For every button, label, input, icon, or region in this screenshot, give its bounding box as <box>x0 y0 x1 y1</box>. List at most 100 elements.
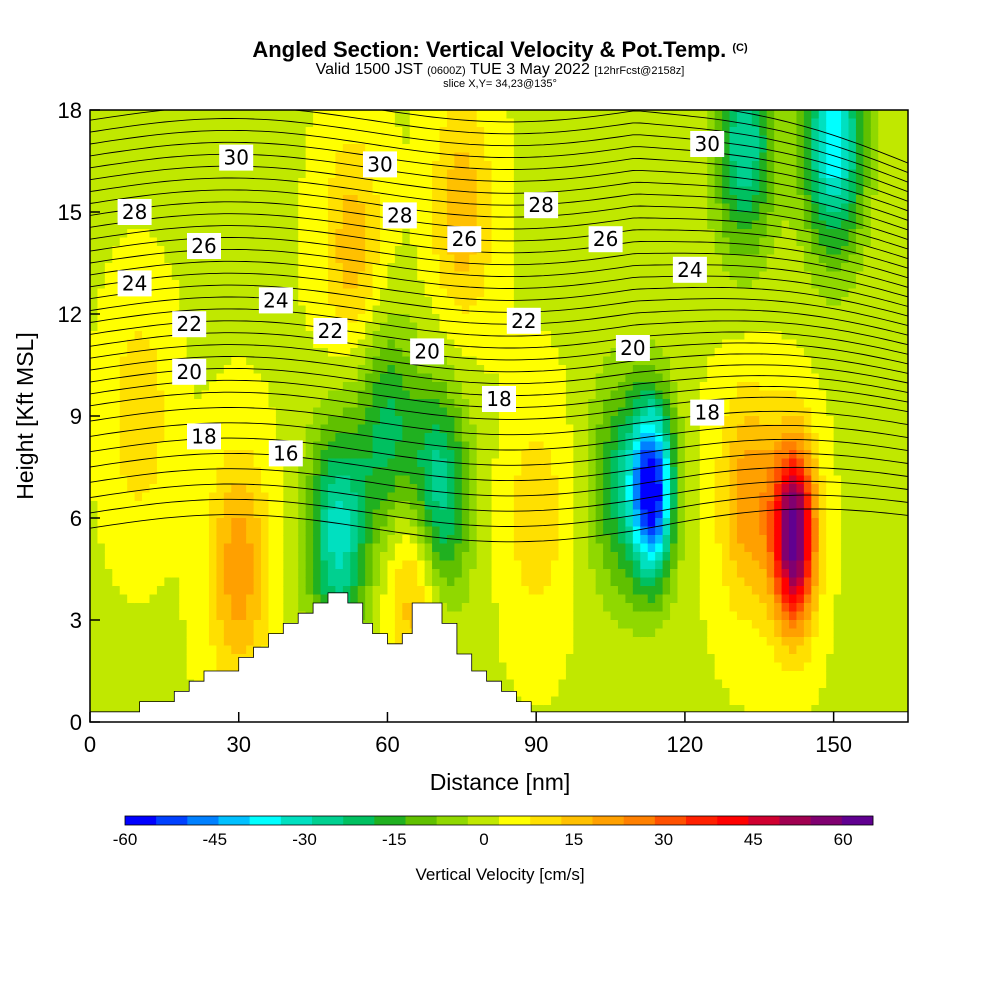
velocity-cell <box>565 535 574 545</box>
velocity-cell <box>573 271 582 281</box>
velocity-cell <box>253 373 262 383</box>
velocity-cell <box>551 696 560 706</box>
velocity-cell <box>253 594 262 604</box>
velocity-cell <box>551 390 560 400</box>
velocity-cell <box>112 475 121 485</box>
velocity-cell <box>558 263 567 273</box>
velocity-cell <box>558 492 567 502</box>
velocity-cell <box>320 390 329 400</box>
velocity-cell <box>171 195 180 205</box>
velocity-cell <box>469 654 478 664</box>
velocity-cell <box>104 280 113 290</box>
velocity-cell <box>127 161 136 171</box>
velocity-cell <box>246 492 255 502</box>
velocity-cell <box>603 127 612 137</box>
velocity-cell <box>417 152 426 162</box>
velocity-cell <box>499 178 508 188</box>
velocity-cell <box>119 416 128 426</box>
velocity-cell <box>513 254 522 264</box>
velocity-cell <box>580 509 589 519</box>
velocity-cell <box>156 501 165 511</box>
velocity-cell <box>216 271 225 281</box>
velocity-cell <box>424 586 433 596</box>
velocity-cell <box>588 127 597 137</box>
velocity-cell <box>528 679 537 689</box>
velocity-cell <box>417 373 426 383</box>
velocity-cell <box>171 441 180 451</box>
velocity-cell <box>216 645 225 655</box>
velocity-cell <box>342 212 351 222</box>
velocity-cell <box>97 399 106 409</box>
velocity-cell <box>499 339 508 349</box>
velocity-cell <box>454 416 463 426</box>
velocity-cell <box>506 552 515 562</box>
velocity-cell <box>521 186 530 196</box>
velocity-cell <box>543 169 552 179</box>
velocity-cell <box>275 509 284 519</box>
velocity-cell <box>528 671 537 681</box>
velocity-cell <box>327 399 336 409</box>
velocity-cell <box>268 560 277 570</box>
velocity-cell <box>261 271 270 281</box>
velocity-cell <box>491 127 500 137</box>
velocity-cell <box>320 152 329 162</box>
velocity-cell <box>119 118 128 128</box>
velocity-cell <box>231 186 240 196</box>
velocity-cell <box>491 169 500 179</box>
velocity-cell <box>335 501 344 511</box>
velocity-cell <box>119 450 128 460</box>
velocity-cell <box>595 475 604 485</box>
velocity-cell <box>521 373 530 383</box>
velocity-cell <box>223 288 232 298</box>
velocity-cell <box>580 280 589 290</box>
velocity-cell <box>387 475 396 485</box>
velocity-cell <box>268 611 277 621</box>
velocity-cell <box>327 560 336 570</box>
velocity-cell <box>469 390 478 400</box>
velocity-cell <box>543 424 552 434</box>
velocity-cell <box>513 518 522 528</box>
velocity-cell <box>439 407 448 417</box>
velocity-cell <box>186 569 195 579</box>
velocity-cell <box>275 331 284 341</box>
velocity-cell <box>432 569 441 579</box>
velocity-cell <box>499 144 508 154</box>
velocity-cell <box>238 407 247 417</box>
velocity-cell <box>409 127 418 137</box>
velocity-cell <box>387 254 396 264</box>
velocity-cell <box>536 509 545 519</box>
velocity-cell <box>90 662 99 672</box>
velocity-cell <box>565 178 574 188</box>
velocity-cell <box>335 144 344 154</box>
velocity-cell <box>588 331 597 341</box>
velocity-cell <box>253 543 262 553</box>
velocity-cell <box>216 169 225 179</box>
velocity-cell <box>156 237 165 247</box>
velocity-cell <box>543 637 552 647</box>
velocity-cell <box>439 288 448 298</box>
velocity-cell <box>476 203 485 213</box>
velocity-cell <box>372 628 381 638</box>
velocity-cell <box>357 322 366 332</box>
velocity-cell <box>476 288 485 298</box>
velocity-cell <box>565 212 574 222</box>
velocity-cell <box>186 169 195 179</box>
velocity-cell <box>208 271 218 281</box>
velocity-cell <box>112 263 121 273</box>
velocity-cell <box>580 186 589 196</box>
velocity-cell <box>231 305 240 315</box>
velocity-cell <box>179 492 188 502</box>
velocity-cell <box>179 237 188 247</box>
velocity-cell <box>283 127 292 137</box>
velocity-cell <box>156 637 165 647</box>
velocity-cell <box>290 526 299 536</box>
velocity-cell <box>127 628 136 638</box>
velocity-cell <box>432 450 441 460</box>
velocity-cell <box>551 467 560 477</box>
velocity-cell <box>491 339 500 349</box>
velocity-cell <box>372 263 381 273</box>
velocity-cell <box>127 127 136 137</box>
velocity-cell <box>484 373 493 383</box>
velocity-cell <box>402 297 411 307</box>
velocity-cell <box>142 254 151 264</box>
